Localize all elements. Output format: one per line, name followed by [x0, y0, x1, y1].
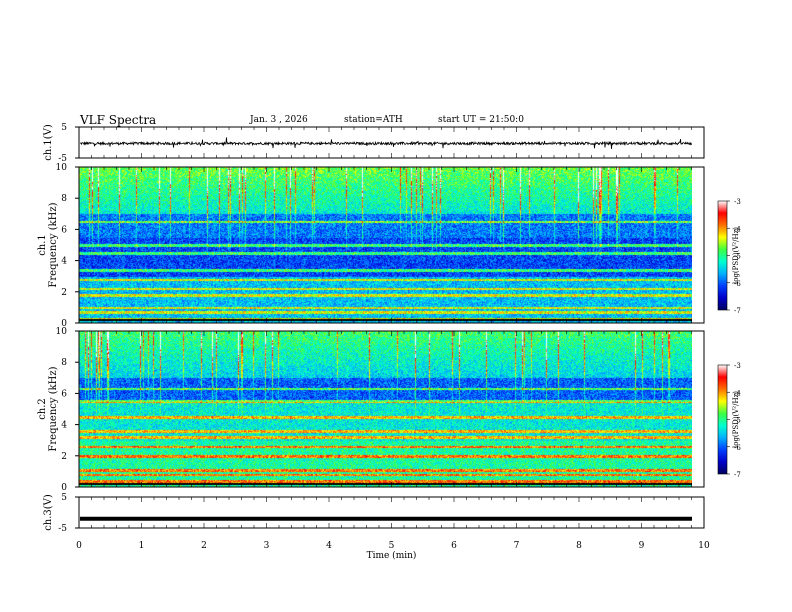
ch2-spectrogram-cbar-tick-label: -5	[734, 417, 741, 425]
ch1-spectrogram-ylabel-line2: Frequency (kHz)	[48, 202, 59, 287]
ch2-spectrogram-image	[79, 331, 692, 487]
ch1-voltage-panel: 5 -5 ch.1(V)	[43, 123, 705, 164]
chart-title: VLF Spectra	[80, 113, 157, 127]
x-tick-label: 8	[576, 541, 582, 551]
ch1-spectrogram-cbar-tick-label: -7	[734, 307, 741, 315]
ch2-spectrogram-cbar-tick-label: -4	[734, 389, 741, 397]
ch1-spectrogram-ytick-label: 4	[61, 257, 67, 267]
x-tick-label: 9	[639, 541, 645, 551]
ch3-voltage-ytick-label: -5	[58, 524, 67, 534]
ch2-spectrogram-cbar-label: log(PSD)(V²/Hz)	[732, 391, 740, 448]
x-tick-label: 10	[698, 541, 710, 551]
ch2-spectrogram-ylabel-line1: ch.2	[37, 398, 48, 420]
ch1-voltage-ytick-label: -5	[58, 154, 67, 164]
ch1-voltage-ytick-label: 5	[61, 123, 67, 133]
ch1-spectrogram-panel: 0 2 4 6 8 10 ch.1 Frequency (kHz) -3 -4 -5 -6 -7 log(…	[37, 163, 741, 329]
ch1-voltage-ylabel: ch.1(V)	[43, 124, 54, 161]
ch2-spectrogram-ylabel-line2: Frequency (kHz)	[48, 366, 59, 451]
ch2-spectrogram-ytick-label: 10	[56, 327, 68, 337]
ch1-spectrogram-ytick-label: 6	[61, 225, 67, 235]
ch1-spectrogram-ytick-label: 8	[61, 194, 67, 204]
ch3-voltage-ylabel: ch.3(V)	[43, 494, 54, 531]
ch1-spectrogram-ytick-label: 0	[61, 319, 67, 329]
x-tick-label: 6	[451, 541, 457, 551]
ch1-spectrogram-cbar-label: log(PSD)(V²/Hz)	[732, 227, 740, 284]
date-label: Jan. 3 , 2026	[250, 115, 308, 125]
ch1-spectrogram-cbar-tick-label: -4	[734, 225, 741, 233]
ch3-voltage-ytick-label: 5	[61, 493, 67, 503]
x-tick-label: 0	[76, 541, 82, 551]
x-tick-label: 3	[264, 541, 270, 551]
ch1-spectrogram-cbar-tick-label: -5	[734, 253, 741, 261]
ch2-spectrogram-cbar-tick-label: -7	[734, 471, 741, 479]
ch2-spectrogram-cbar-tick-label: -3	[734, 362, 741, 370]
ch2-spectrogram-ytick-label: 0	[61, 483, 67, 493]
x-tick-label: 5	[389, 541, 395, 551]
ch2-spectrogram-cbar-tick-label: -6	[734, 444, 741, 452]
ch1-spectrogram-cbar-tick-label: -3	[734, 198, 741, 206]
ch1-spectrogram-ytick-label: 2	[61, 288, 67, 298]
ch2-spectrogram-ytick-label: 2	[61, 452, 67, 462]
ch1-spectrogram-image	[79, 167, 692, 323]
x-tick-label: 7	[514, 541, 520, 551]
ch1-spectrogram-colorbar	[717, 200, 728, 311]
ch2-spectrogram-ytick-label: 6	[61, 389, 67, 399]
x-tick-label: 4	[326, 541, 332, 551]
start-time-label: start UT = 21:50:0	[438, 115, 524, 125]
x-tick-label: 1	[139, 541, 145, 551]
x-tick-label: 2	[201, 541, 207, 551]
ch1-spectrogram-ytick-label: 10	[56, 163, 68, 173]
ch2-spectrogram-panel: 0 2 4 6 8 10 ch.2 Frequency (kHz) -3 -4 -5 -6 -7 log(…	[37, 327, 741, 493]
ch3-voltage-panel: 5 -5 ch.3(V)	[43, 493, 705, 534]
station-label: station=ATH	[344, 115, 403, 125]
ch1-spectrogram-ylabel-line1: ch.1	[37, 234, 48, 256]
ch1-spectrogram-cbar-tick-label: -6	[734, 280, 741, 288]
ch2-spectrogram-ytick-label: 8	[61, 358, 67, 368]
ch2-spectrogram-colorbar	[717, 364, 728, 475]
ch1-voltage-trace	[79, 137, 692, 150]
ch2-spectrogram-ytick-label: 4	[61, 421, 67, 431]
x-axis-label: Time (min)	[367, 550, 417, 561]
